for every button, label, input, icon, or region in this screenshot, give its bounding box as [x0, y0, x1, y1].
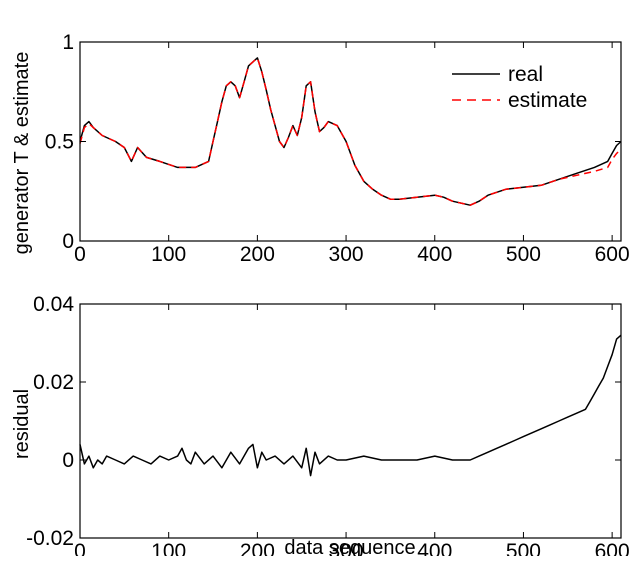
bottom-ytick-label: 0.04 [33, 293, 74, 316]
top-xtick-label: 400 [417, 243, 452, 266]
bottom-ylabel: residual [11, 389, 33, 459]
top-ytick-label: 1 [62, 31, 74, 54]
top-series-group [79, 57, 622, 206]
top-ticks-group: 0 100 200 300 400 500 600 0 0.5 1 [45, 31, 630, 266]
top-xtick-label: 300 [329, 243, 364, 266]
top-axes-frame [79, 41, 622, 242]
bottom-xtick-label: 600 [595, 540, 630, 556]
bottom-series-line-0 [79, 334, 622, 477]
legend-label-real: real [508, 63, 543, 86]
top-xtick-label: 200 [240, 243, 275, 266]
top-axes: generator T & estimate 0 100 200 300 400 500 6… [11, 31, 630, 266]
top-legend: real estimate [452, 63, 587, 112]
bottom-xtick-label: 400 [417, 540, 452, 556]
bottom-xtick-label: 500 [506, 540, 541, 556]
bottom-xtick-label: 100 [151, 540, 186, 556]
bottom-xlabel: data sequence [284, 537, 415, 556]
bottom-ytick-label: 0 [62, 449, 74, 472]
top-xtick-label: 500 [506, 243, 541, 266]
bottom-xtick-label: 200 [240, 540, 275, 556]
top-xtick-label: 0 [74, 243, 86, 266]
top-xtick-label: 600 [595, 243, 630, 266]
bottom-axes-frame [79, 303, 622, 539]
bottom-series-group [79, 334, 622, 477]
top-ylabel: generator T & estimate [11, 52, 33, 255]
bottom-xtick-label: 0 [74, 540, 86, 556]
bottom-ytick-label: -0.02 [26, 527, 74, 550]
top-ytick-label: 0 [62, 230, 74, 253]
top-series-estimate [79, 57, 622, 206]
bottom-ytick-label: 0.02 [33, 371, 74, 394]
top-ytick-label: 0.5 [45, 131, 74, 154]
legend-label-estimate: estimate [508, 89, 587, 112]
top-xtick-label: 100 [151, 243, 186, 266]
